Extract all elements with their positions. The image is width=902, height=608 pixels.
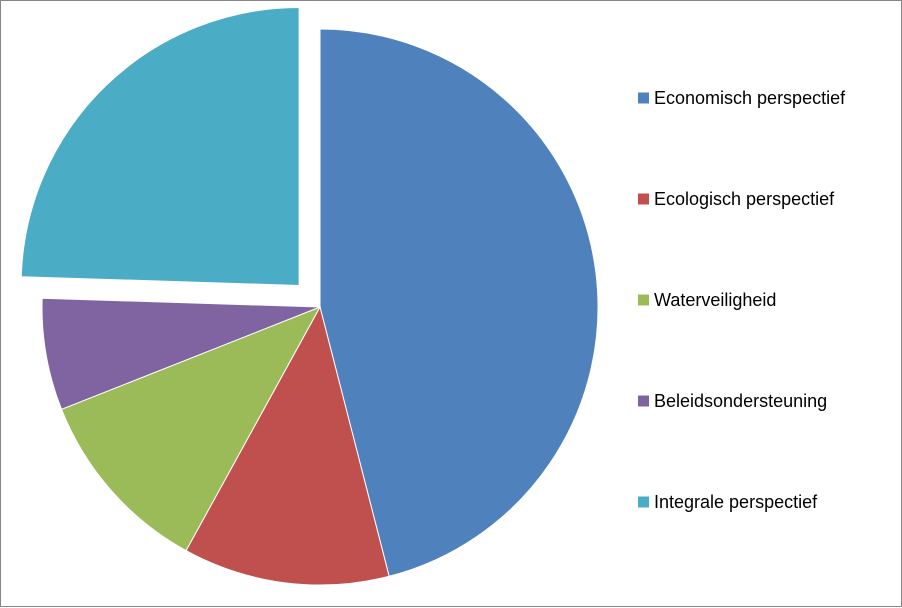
legend-swatch: [638, 294, 649, 306]
pie-slice-beleidsondersteuning: [41, 297, 321, 410]
legend-swatch: [638, 496, 649, 508]
pie-slice-economisch-perspectief: [319, 28, 599, 577]
legend-label: Economisch perspectief: [654, 88, 846, 108]
pie-slice-integrale-perspectief: [20, 6, 300, 286]
legend-item-waterveiligheid: Waterveiligheid: [638, 290, 776, 310]
legend-item-ecologisch-perspectief: Ecologisch perspectief: [638, 189, 835, 209]
legend-item-integrale-perspectief: Integrale perspectief: [638, 492, 818, 512]
legend: Economisch perspectief Ecologisch perspec…: [638, 88, 846, 512]
legend-swatch: [638, 395, 649, 407]
pie-slices: [20, 6, 599, 586]
legend-label: Ecologisch perspectief: [654, 189, 835, 209]
pie-slice-waterveiligheid: [60, 306, 322, 552]
legend-swatch: [638, 193, 649, 205]
legend-label: Beleidsondersteuning: [654, 391, 827, 411]
legend-label: Integrale perspectief: [654, 492, 818, 512]
legend-item-beleidsondersteuning: Beleidsondersteuning: [638, 391, 827, 411]
legend-item-economisch-perspectief: Economisch perspectief: [638, 88, 846, 108]
legend-label: Waterveiligheid: [654, 290, 776, 310]
legend-swatch: [638, 92, 649, 104]
pie-slice-ecologisch-perspectief: [185, 305, 390, 586]
